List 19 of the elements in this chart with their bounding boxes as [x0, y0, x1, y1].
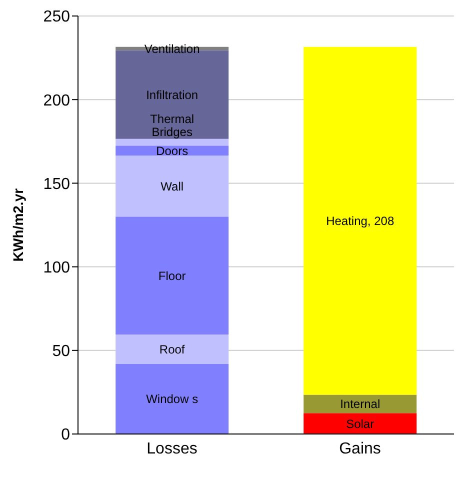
y-tick-label: 250	[43, 8, 70, 26]
series-label: Infiltration	[146, 88, 198, 102]
series-label: Solar	[346, 416, 374, 431]
text: Heating, 208	[326, 214, 394, 228]
y-axis-title: KWh/m2.yr	[10, 188, 26, 262]
series-label: Roof	[159, 342, 186, 356]
series-label: Internal	[340, 397, 380, 412]
y-tick-label: 150	[43, 176, 70, 193]
y-tick-label: 200	[43, 92, 70, 110]
y-tick-label: 50	[52, 343, 70, 360]
y-tick-label: 100	[43, 259, 70, 276]
series-label: Doors	[156, 144, 188, 158]
series-label: Wall	[160, 179, 184, 194]
x-tick-label: Gains	[339, 440, 381, 458]
series-label: Thermal Bridges	[150, 112, 194, 139]
series-label: Window s	[146, 392, 198, 406]
series-label: Floor	[158, 268, 186, 283]
y-tick-label: 0	[61, 426, 70, 444]
x-tick-label: Losses	[146, 440, 198, 458]
